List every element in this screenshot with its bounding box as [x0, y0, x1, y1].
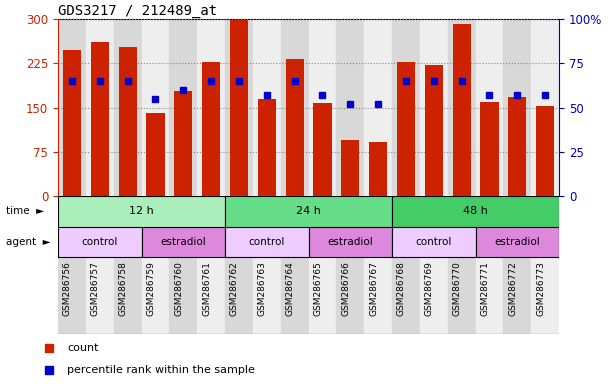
Text: time  ►: time ► — [6, 206, 44, 216]
Bar — [342, 140, 359, 196]
Bar — [169, 257, 197, 334]
Text: GSM286757: GSM286757 — [91, 261, 100, 316]
Text: 24 h: 24 h — [296, 206, 321, 216]
Bar — [58, 196, 225, 227]
Bar — [285, 59, 304, 196]
Bar — [86, 19, 114, 196]
Bar — [508, 97, 526, 196]
Bar — [280, 257, 309, 334]
Bar — [392, 257, 420, 334]
Bar — [225, 257, 253, 334]
Bar — [58, 257, 86, 334]
Bar — [142, 19, 169, 196]
Bar — [448, 19, 475, 196]
Bar — [91, 41, 109, 196]
Bar — [392, 227, 475, 257]
Bar — [475, 257, 503, 334]
Bar — [142, 257, 169, 334]
Bar — [119, 48, 137, 196]
Bar — [337, 257, 364, 334]
Bar — [63, 50, 81, 196]
Text: GSM286760: GSM286760 — [174, 261, 183, 316]
Bar — [337, 19, 364, 196]
Text: GSM286762: GSM286762 — [230, 261, 239, 316]
Text: agent  ►: agent ► — [6, 237, 51, 247]
Text: GSM286756: GSM286756 — [63, 261, 72, 316]
Bar — [174, 91, 192, 196]
Bar — [364, 19, 392, 196]
Bar — [397, 61, 415, 196]
Text: GSM286764: GSM286764 — [285, 261, 295, 316]
Bar — [253, 257, 280, 334]
Bar — [58, 227, 142, 257]
Text: GSM286761: GSM286761 — [202, 261, 211, 316]
Text: GSM286758: GSM286758 — [119, 261, 128, 316]
Text: estradiol: estradiol — [327, 237, 373, 247]
Bar — [280, 19, 309, 196]
Text: GSM286766: GSM286766 — [342, 261, 350, 316]
Bar — [369, 142, 387, 196]
Bar — [225, 19, 253, 196]
Bar — [58, 19, 86, 196]
Text: GSM286770: GSM286770 — [453, 261, 462, 316]
Text: GDS3217 / 212489_at: GDS3217 / 212489_at — [58, 4, 217, 18]
Text: count: count — [67, 343, 99, 353]
Text: GSM286765: GSM286765 — [313, 261, 323, 316]
Bar — [453, 25, 470, 196]
Bar — [420, 257, 448, 334]
Text: percentile rank within the sample: percentile rank within the sample — [67, 365, 255, 375]
Bar — [309, 19, 337, 196]
Bar — [475, 19, 503, 196]
Bar — [392, 196, 559, 227]
Bar — [147, 113, 164, 196]
Bar — [364, 257, 392, 334]
Text: 48 h: 48 h — [463, 206, 488, 216]
Bar — [225, 227, 309, 257]
Text: GSM286773: GSM286773 — [536, 261, 545, 316]
Bar — [475, 227, 559, 257]
Text: GSM286771: GSM286771 — [480, 261, 489, 316]
Bar — [531, 19, 559, 196]
Bar — [313, 103, 332, 196]
Bar — [114, 19, 142, 196]
Text: GSM286767: GSM286767 — [369, 261, 378, 316]
Text: GSM286768: GSM286768 — [397, 261, 406, 316]
Bar — [531, 257, 559, 334]
Bar — [169, 19, 197, 196]
Bar — [536, 106, 554, 196]
Bar — [392, 19, 420, 196]
Bar — [202, 61, 220, 196]
Text: GSM286769: GSM286769 — [425, 261, 434, 316]
Bar — [114, 257, 142, 334]
Text: 12 h: 12 h — [129, 206, 154, 216]
Bar — [448, 257, 475, 334]
Bar — [197, 257, 225, 334]
Bar — [142, 227, 225, 257]
Bar — [197, 19, 225, 196]
Bar — [503, 19, 531, 196]
Text: estradiol: estradiol — [161, 237, 206, 247]
Bar — [225, 196, 392, 227]
Text: control: control — [249, 237, 285, 247]
Text: control: control — [82, 237, 118, 247]
Bar — [86, 257, 114, 334]
Bar — [480, 102, 499, 196]
Bar — [230, 20, 248, 196]
Bar — [425, 65, 443, 196]
Text: GSM286763: GSM286763 — [258, 261, 267, 316]
Text: control: control — [415, 237, 452, 247]
Text: GSM286772: GSM286772 — [508, 261, 518, 316]
Bar — [253, 19, 280, 196]
Bar — [309, 227, 392, 257]
Bar — [258, 99, 276, 196]
Text: GSM286759: GSM286759 — [147, 261, 155, 316]
Bar — [420, 19, 448, 196]
Bar — [309, 257, 337, 334]
Bar — [503, 257, 531, 334]
Text: estradiol: estradiol — [494, 237, 540, 247]
